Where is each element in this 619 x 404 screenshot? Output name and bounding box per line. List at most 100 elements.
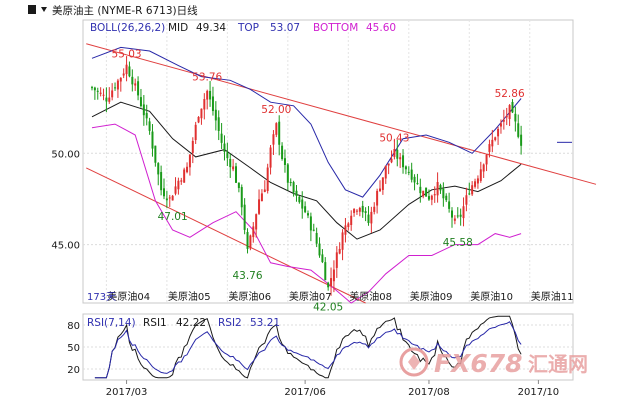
contract-label-6: 美原油10 [470, 290, 513, 303]
time-tick-label-1: 2017/06 [284, 387, 326, 398]
candle-body-65 [278, 121, 281, 145]
candle-body-120 [436, 182, 439, 196]
contract-label-3: 美原油07 [289, 290, 332, 303]
rsi2-label: RSI2 [218, 317, 242, 329]
candle-body-146 [511, 102, 514, 113]
price-annotation-6: 50.43 [379, 132, 409, 144]
candle-body-138 [488, 144, 491, 152]
price-annotations: 55.03 47.01 53.76 43.76 52.00 42.05 50.43 45.58… [112, 48, 525, 313]
rsi1-value: 42.22 [176, 317, 206, 329]
candle-body-49 [232, 166, 235, 170]
candle-body-76 [309, 216, 312, 231]
candle-body-101 [381, 177, 384, 190]
candle-body-29 [174, 186, 177, 194]
candle-body-13 [128, 66, 131, 77]
candle-body-103 [387, 163, 390, 166]
candle-body-43 [214, 109, 217, 121]
time-axis: 2017/03 2017/06 2017/08 2017/10 [106, 380, 559, 398]
candle-body-53 [243, 204, 246, 230]
candle-body-20 [148, 121, 151, 131]
candle-body-30 [177, 180, 180, 190]
candle-body-133 [474, 181, 477, 187]
rsi-tick-label-0: 80 [67, 321, 80, 332]
candle-body-14 [131, 76, 134, 85]
candle-body-48 [229, 158, 232, 168]
price-annotation-7: 45.58 [443, 237, 473, 249]
candle-body-77 [312, 229, 315, 231]
candle-body-92 [355, 210, 358, 212]
candle-body-118 [430, 195, 433, 200]
candle-body-10 [119, 77, 122, 82]
candle-body-123 [445, 195, 448, 201]
boll-header: BOLL(26,26,2) MID 49.34 TOP 53.07 BOTTOM… [90, 22, 396, 34]
candle-body-108 [402, 155, 405, 168]
bollinger-bands [91, 46, 522, 304]
price-tick-label-1: 45.00 [51, 241, 80, 252]
candle-body-61 [266, 167, 269, 191]
candle-body-75 [307, 213, 309, 216]
candle-body-117 [427, 196, 430, 200]
rsi-title: RSI(7,14) [87, 317, 136, 329]
candle-body-149 [520, 134, 523, 146]
candle-body-60 [263, 189, 266, 192]
candle-body-98 [373, 206, 376, 212]
candle-body-44 [217, 117, 220, 131]
candle-body-122 [442, 188, 445, 199]
candle-body-50 [235, 166, 237, 183]
contract-labels: 美原油04 美原油05 美原油06 美原油07 美原油08 美原油09 美原油10 美原油11 [107, 290, 573, 303]
candle-body-141 [497, 128, 500, 137]
rsi-header: RSI(7,14) RSI1 42.22 RSI2 53.21 [87, 317, 280, 329]
candle-body-34 [188, 154, 191, 168]
watermark-prefix: FX678 [434, 349, 523, 378]
bottom-label: BOTTOM [313, 22, 358, 34]
candle-body-135 [479, 169, 482, 181]
trendline-0 [86, 43, 597, 185]
candle-body-111 [410, 169, 413, 180]
candle-body-41 [209, 90, 212, 100]
candle-body-57 [255, 214, 258, 230]
candle-body-126 [453, 218, 456, 221]
candle-body-94 [361, 205, 364, 213]
candle-body-1 [93, 87, 96, 91]
menu-square-icon[interactable] [28, 5, 36, 14]
candle-body-19 [145, 112, 148, 119]
candle-body-33 [186, 166, 189, 173]
candle-body-69 [289, 182, 292, 184]
candle-body-137 [485, 154, 488, 165]
candle-body-70 [292, 182, 295, 193]
contract-label-0: 美原油04 [107, 290, 150, 303]
candle-body-148 [517, 123, 520, 137]
time-tick-label-0: 2017/03 [106, 387, 148, 398]
candle-body-68 [286, 164, 289, 183]
candle-body-121 [439, 185, 442, 191]
candle-body-62 [269, 147, 272, 168]
dropdown-triangle-icon[interactable] [41, 7, 47, 12]
days-count-label: 173天 [87, 292, 116, 303]
candle-body-110 [407, 171, 410, 173]
candle-body-35 [191, 140, 194, 153]
rsi2-line [94, 321, 522, 379]
fx678-logo-icon [399, 347, 429, 377]
candle-body-129 [462, 206, 465, 219]
candle-body-102 [384, 165, 387, 179]
candle-body-73 [301, 199, 304, 209]
candle-body-85 [335, 252, 338, 268]
candle-body-119 [433, 194, 436, 196]
candle-body-105 [393, 149, 396, 157]
time-tick-label-2: 2017/08 [408, 387, 450, 398]
candle-body-144 [505, 115, 508, 118]
candle-body-12 [125, 64, 128, 75]
candle-body-55 [249, 235, 252, 249]
candle-body-82 [327, 282, 330, 288]
candle-body-11 [122, 73, 125, 76]
top-label: TOP [237, 22, 259, 34]
candle-body-56 [252, 226, 255, 238]
candle-body-128 [459, 214, 462, 217]
candlesticks [91, 56, 572, 296]
grid-lines [83, 20, 573, 303]
candle-body-31 [180, 180, 183, 182]
candle-body-116 [425, 187, 428, 197]
candle-body-6 [108, 97, 111, 102]
rsi1-line [94, 315, 522, 379]
